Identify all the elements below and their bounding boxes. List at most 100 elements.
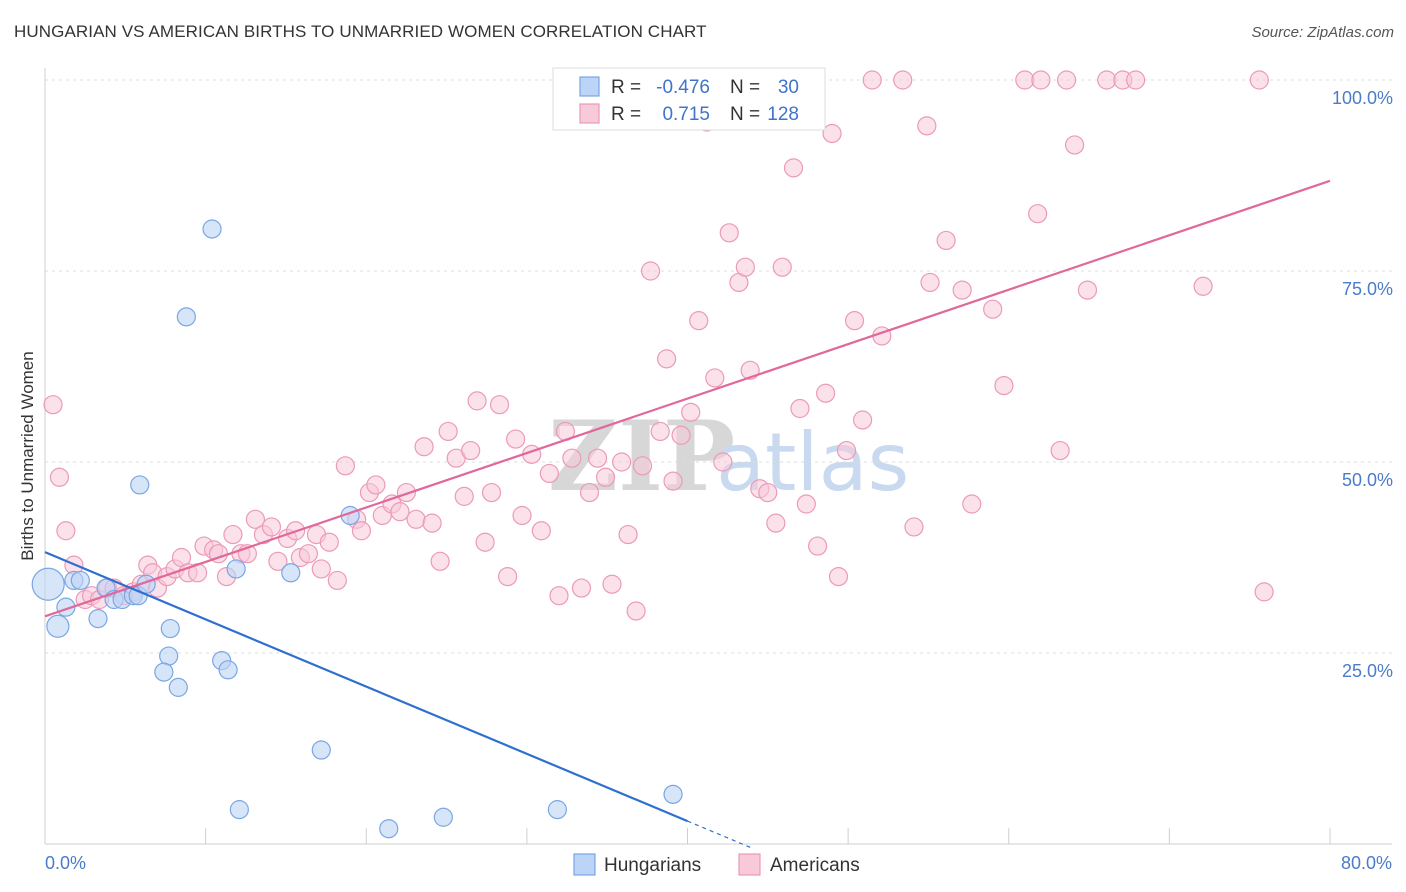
americans-point-38[interactable] [327, 570, 347, 591]
americans-point-115[interactable] [983, 299, 1003, 319]
hungarians-point-12[interactable] [130, 475, 150, 495]
hungarians-point-14[interactable] [154, 662, 174, 682]
americans-point-99[interactable] [808, 536, 828, 556]
americans-point-29[interactable] [261, 517, 282, 537]
americans-point-104[interactable] [844, 311, 865, 331]
hungarians-point-24[interactable] [311, 740, 331, 760]
series-legend-swatch-hungarians[interactable] [573, 853, 596, 876]
hungarians-point-22[interactable] [229, 800, 249, 820]
series-legend-swatch-americans[interactable] [738, 853, 761, 876]
americans-point-30[interactable] [268, 551, 288, 571]
hungarians-point-27[interactable] [433, 807, 453, 827]
hungarians-point-1[interactable] [46, 614, 70, 638]
series-legend-label-americans[interactable]: Americans [770, 855, 860, 876]
americans-point-122[interactable] [1065, 135, 1085, 155]
hungarians-point-15[interactable] [160, 618, 180, 639]
hungarians-point-21[interactable] [226, 559, 246, 579]
americans-point-103[interactable] [836, 440, 857, 461]
hungarians-point-28[interactable] [547, 800, 567, 820]
americans-point-84[interactable] [689, 311, 709, 331]
americans-point-48[interactable] [406, 509, 426, 529]
americans-point-74[interactable] [612, 452, 632, 472]
americans-point-43[interactable] [366, 475, 386, 495]
americans-point-71[interactable] [587, 448, 608, 468]
americans-point-87[interactable] [713, 452, 733, 472]
americans-point-1[interactable] [49, 467, 70, 487]
hungarians-point-16[interactable] [168, 677, 188, 697]
americans-point-120[interactable] [1050, 440, 1070, 461]
americans-point-112[interactable] [936, 230, 956, 251]
americans-point-117[interactable] [1015, 70, 1035, 90]
americans-point-52[interactable] [438, 421, 458, 442]
americans-point-61[interactable] [506, 429, 526, 449]
americans-point-59[interactable] [489, 395, 510, 415]
americans-point-102[interactable] [828, 566, 849, 587]
americans-point-49[interactable] [414, 437, 434, 457]
americans-point-101[interactable] [822, 123, 842, 144]
americans-point-109[interactable] [904, 517, 924, 537]
americans-point-55[interactable] [461, 440, 481, 461]
americans-point-51[interactable] [430, 551, 450, 571]
americans-point-66[interactable] [549, 586, 569, 606]
hungarians-point-13[interactable] [159, 646, 179, 666]
americans-point-123[interactable] [1077, 280, 1098, 300]
americans-point-95[interactable] [772, 257, 792, 277]
americans-point-69[interactable] [571, 578, 592, 598]
americans-point-121[interactable] [1056, 70, 1077, 90]
americans-point-110[interactable] [917, 116, 937, 136]
americans-point-54[interactable] [454, 486, 474, 506]
americans-point-106[interactable] [862, 70, 882, 90]
americans-point-129[interactable] [1254, 582, 1274, 602]
americans-point-70[interactable] [579, 482, 600, 503]
americans-point-98[interactable] [796, 494, 816, 514]
americans-point-96[interactable] [783, 158, 804, 178]
americans-point-80[interactable] [657, 349, 677, 369]
americans-point-108[interactable] [893, 70, 913, 90]
americans-point-68[interactable] [562, 448, 582, 468]
americans-point-118[interactable] [1028, 204, 1048, 224]
americans-point-58[interactable] [481, 482, 502, 503]
americans-point-65[interactable] [539, 463, 559, 484]
americans-point-24[interactable] [223, 524, 243, 545]
americans-point-128[interactable] [1249, 70, 1269, 90]
americans-point-94[interactable] [766, 513, 786, 533]
americans-point-41[interactable] [351, 521, 372, 541]
americans-point-97[interactable] [790, 398, 810, 419]
americans-point-126[interactable] [1126, 70, 1146, 90]
americans-point-93[interactable] [758, 482, 778, 503]
americans-point-119[interactable] [1031, 70, 1051, 90]
americans-point-77[interactable] [632, 456, 653, 476]
americans-point-2[interactable] [56, 521, 76, 541]
americans-point-111[interactable] [920, 272, 940, 293]
americans-point-34[interactable] [298, 544, 319, 564]
americans-point-75[interactable] [618, 524, 638, 545]
americans-point-57[interactable] [475, 532, 495, 552]
americans-point-64[interactable] [531, 521, 551, 541]
hungarians-point-23[interactable] [281, 563, 301, 583]
americans-point-27[interactable] [245, 509, 266, 529]
hungarians-point-29[interactable] [663, 784, 683, 804]
americans-point-78[interactable] [640, 261, 661, 281]
americans-point-105[interactable] [852, 410, 873, 430]
americans-point-46[interactable] [390, 502, 410, 522]
americans-point-113[interactable] [952, 280, 972, 300]
americans-point-83[interactable] [681, 402, 701, 422]
hungarians-point-26[interactable] [379, 819, 399, 839]
americans-point-62[interactable] [512, 505, 532, 526]
americans-point-81[interactable] [663, 471, 683, 491]
americans-point-124[interactable] [1097, 70, 1117, 90]
americans-point-114[interactable] [962, 494, 982, 514]
americans-point-36[interactable] [311, 559, 331, 579]
americans-point-82[interactable] [671, 425, 691, 445]
americans-point-116[interactable] [994, 376, 1014, 396]
series-legend-label-hungarians[interactable]: Hungarians [604, 855, 701, 876]
americans-point-76[interactable] [626, 601, 646, 621]
hungarians-point-5[interactable] [88, 609, 108, 629]
americans-point-127[interactable] [1193, 276, 1213, 296]
hungarians-point-4[interactable] [70, 570, 90, 591]
americans-point-50[interactable] [422, 513, 442, 533]
americans-point-0[interactable] [43, 395, 63, 415]
americans-point-47[interactable] [396, 482, 417, 503]
americans-point-79[interactable] [650, 421, 670, 442]
americans-point-88[interactable] [719, 223, 739, 243]
